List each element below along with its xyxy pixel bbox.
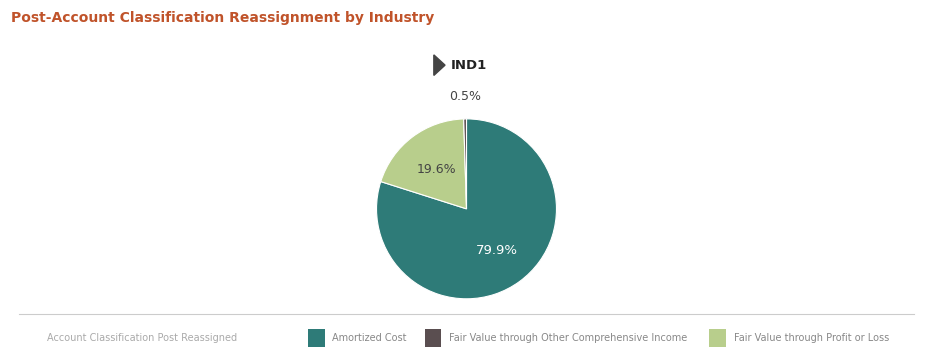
- Bar: [709, 329, 726, 347]
- Text: Account Classification Post Reassigned: Account Classification Post Reassigned: [47, 332, 237, 342]
- Text: Post-Account Classification Reassignment by Industry: Post-Account Classification Reassignment…: [11, 11, 435, 25]
- Text: IND1: IND1: [451, 59, 487, 72]
- Text: Fair Value through Other Comprehensive Income: Fair Value through Other Comprehensive I…: [449, 332, 688, 342]
- Bar: [308, 329, 325, 347]
- Bar: [425, 329, 441, 347]
- Wedge shape: [381, 119, 466, 209]
- Text: 19.6%: 19.6%: [417, 163, 456, 176]
- Text: 0.5%: 0.5%: [449, 90, 480, 103]
- Text: Amortized Cost: Amortized Cost: [332, 332, 407, 342]
- Wedge shape: [377, 119, 556, 299]
- Polygon shape: [434, 55, 445, 75]
- Text: 79.9%: 79.9%: [477, 245, 519, 257]
- Wedge shape: [464, 119, 466, 209]
- Text: Fair Value through Profit or Loss: Fair Value through Profit or Loss: [733, 332, 889, 342]
